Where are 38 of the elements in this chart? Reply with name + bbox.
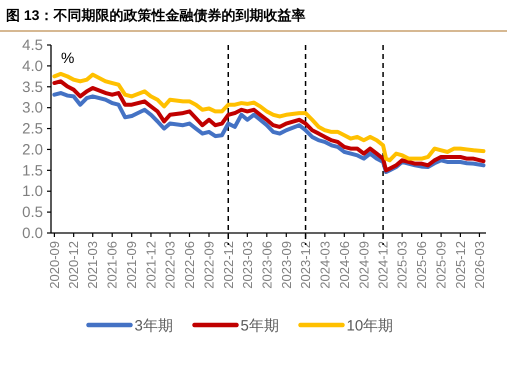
x-tick-label: 2021-09: [124, 241, 140, 289]
x-tick-label: 2026-03: [472, 241, 487, 289]
y-tick-label: 0.5: [22, 204, 43, 222]
x-tick-label: 2021-06: [104, 241, 120, 289]
x-tick-label: 2021-12: [143, 241, 158, 289]
legend-label: 5年期: [240, 318, 279, 334]
x-tick-label: 2024-09: [356, 241, 372, 289]
x-tick-label: 2025-12: [452, 241, 468, 289]
y-tick-label: 3.5: [22, 78, 43, 96]
x-tick-label: 2025-06: [414, 241, 430, 289]
x-tick-label: 2022-03: [162, 241, 178, 289]
y-tick-label: 4.0: [22, 58, 43, 75]
y-tick-label: 1.5: [22, 162, 43, 180]
x-tick-label: 2025-03: [394, 241, 410, 289]
x-tick-label: 2020-09: [46, 241, 62, 289]
x-tick-label: 2023-12: [298, 241, 314, 289]
x-tick-label: 2024-03: [317, 241, 332, 289]
y-tick-label: 1.0: [22, 183, 43, 200]
x-tick-label: 2023-09: [278, 241, 294, 289]
y-tick-label: 3.0: [22, 100, 43, 117]
y-tick-label: 2.5: [22, 120, 43, 138]
chart-title: 图 13：不同期限的政策性金融债券的到期收益率: [6, 7, 306, 23]
x-tick-label: 2024-12: [376, 241, 391, 289]
x-tick-label: 2022-12: [220, 241, 236, 289]
y-tick-label: 0.0: [22, 225, 43, 242]
x-tick-label: 2021-03: [85, 241, 100, 289]
x-tick-label: 2022-06: [182, 241, 198, 289]
x-tick-label: 2024-06: [336, 241, 352, 289]
legend-label: 10年期: [346, 318, 394, 334]
legend-label: 3年期: [134, 318, 173, 334]
x-tick-label: 2023-06: [259, 241, 274, 289]
y-tick-label: 2.0: [22, 141, 43, 158]
y-axis-title: %: [61, 50, 74, 67]
x-tick-label: 2022-09: [201, 241, 216, 289]
x-tick-label: 2023-03: [240, 241, 255, 289]
y-tick-label: 4.5: [22, 37, 43, 54]
x-tick-label: 2025-09: [434, 241, 449, 289]
x-tick-label: 2020-12: [66, 241, 82, 289]
